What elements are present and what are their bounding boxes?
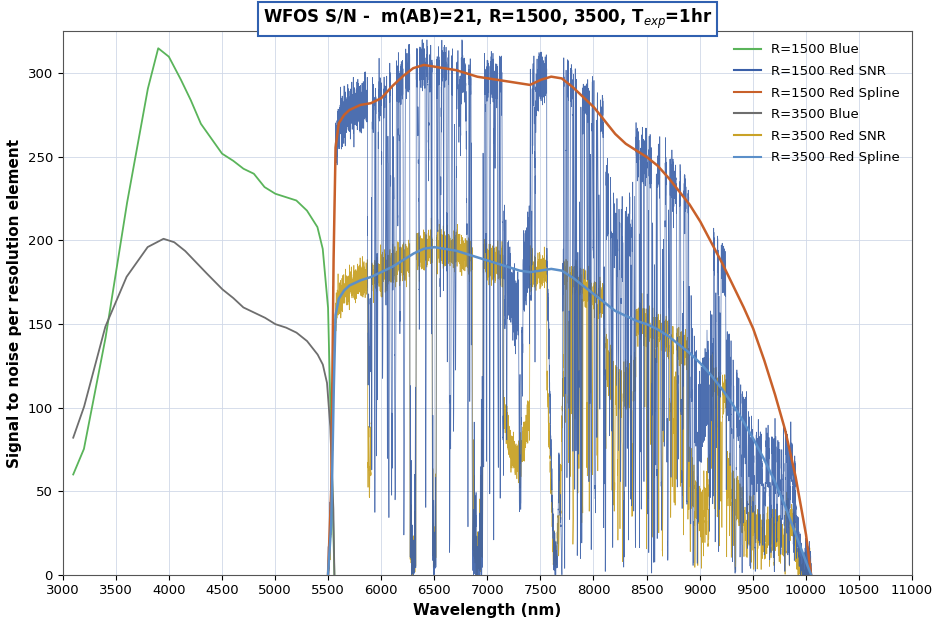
- X-axis label: Wavelength (nm): Wavelength (nm): [414, 603, 561, 618]
- Title: WFOS S/N -  m(AB)=21, R=1500, 3500, T$_{exp}$=1hr: WFOS S/N - m(AB)=21, R=1500, 3500, T$_{e…: [262, 7, 712, 31]
- Legend: R=1500 Blue, R=1500 Red SNR, R=1500 Red Spline, R=3500 Blue, R=3500 Red SNR, R=3: R=1500 Blue, R=1500 Red SNR, R=1500 Red …: [729, 38, 905, 169]
- Y-axis label: Signal to noise per resolution element: Signal to noise per resolution element: [7, 139, 22, 468]
